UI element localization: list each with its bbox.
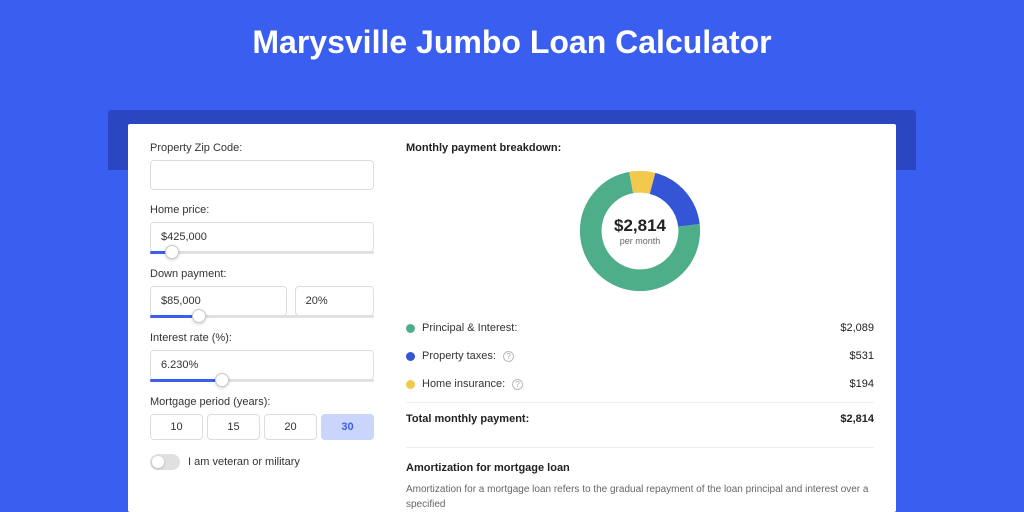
period-field-group: Mortgage period (years): 10152030: [150, 396, 374, 440]
period-label: Mortgage period (years):: [150, 396, 374, 408]
calculator-card: Property Zip Code: Home price: Down paym…: [128, 124, 896, 512]
down-payment-field-group: Down payment:: [150, 268, 374, 318]
interest-rate-slider-thumb[interactable]: [215, 373, 229, 387]
home-price-slider-thumb[interactable]: [165, 245, 179, 259]
home-price-label: Home price:: [150, 204, 374, 216]
donut-chart-wrap: $2,814 per month: [406, 166, 874, 296]
legend-dot: [406, 352, 415, 361]
legend-row: Home insurance:? $194: [406, 370, 874, 398]
info-icon[interactable]: ?: [503, 351, 514, 362]
zip-input[interactable]: [150, 160, 374, 190]
home-price-field-group: Home price:: [150, 204, 374, 254]
down-payment-input[interactable]: [150, 286, 287, 316]
donut-chart: $2,814 per month: [575, 166, 705, 296]
veteran-label: I am veteran or military: [188, 456, 300, 468]
down-payment-slider-thumb[interactable]: [192, 309, 206, 323]
info-icon[interactable]: ?: [512, 379, 523, 390]
interest-rate-field-group: Interest rate (%):: [150, 332, 374, 382]
amortization-text: Amortization for a mortgage loan refers …: [406, 482, 874, 512]
interest-rate-label: Interest rate (%):: [150, 332, 374, 344]
period-btn-15[interactable]: 15: [207, 414, 260, 440]
legend: Principal & Interest: $2,089 Property taxe…: [406, 314, 874, 398]
donut-sub: per month: [614, 236, 666, 246]
legend-dot: [406, 324, 415, 333]
total-label: Total monthly payment:: [406, 413, 529, 425]
interest-rate-input[interactable]: [150, 350, 374, 380]
zip-field-group: Property Zip Code:: [150, 142, 374, 190]
legend-label: Principal & Interest:: [422, 322, 517, 334]
amortization-title: Amortization for mortgage loan: [406, 462, 874, 474]
legend-value: $194: [850, 378, 874, 390]
period-btn-30[interactable]: 30: [321, 414, 374, 440]
veteran-toggle-row: I am veteran or military: [150, 454, 374, 470]
down-payment-pct-input[interactable]: [295, 286, 374, 316]
down-payment-label: Down payment:: [150, 268, 374, 280]
donut-amount: $2,814: [614, 216, 666, 236]
legend-row: Principal & Interest: $2,089: [406, 314, 874, 342]
legend-value: $2,089: [840, 322, 874, 334]
interest-rate-slider[interactable]: [150, 379, 374, 382]
down-payment-slider[interactable]: [150, 315, 374, 318]
veteran-toggle-knob: [152, 456, 164, 468]
amortization-section: Amortization for mortgage loan Amortizat…: [406, 447, 874, 512]
page-title: Marysville Jumbo Loan Calculator: [0, 0, 1024, 79]
total-row: Total monthly payment: $2,814: [406, 402, 874, 435]
total-value: $2,814: [840, 413, 874, 425]
legend-label: Property taxes:: [422, 350, 496, 362]
form-column: Property Zip Code: Home price: Down paym…: [128, 124, 396, 512]
home-price-slider[interactable]: [150, 251, 374, 254]
breakdown-column: Monthly payment breakdown: $2,814 per mo…: [396, 124, 896, 512]
donut-center: $2,814 per month: [614, 216, 666, 246]
period-buttons: 10152030: [150, 414, 374, 440]
period-btn-20[interactable]: 20: [264, 414, 317, 440]
zip-label: Property Zip Code:: [150, 142, 374, 154]
breakdown-title: Monthly payment breakdown:: [406, 142, 874, 154]
legend-label: Home insurance:: [422, 378, 505, 390]
period-btn-10[interactable]: 10: [150, 414, 203, 440]
home-price-input[interactable]: [150, 222, 374, 252]
legend-value: $531: [850, 350, 874, 362]
legend-row: Property taxes:? $531: [406, 342, 874, 370]
legend-dot: [406, 380, 415, 389]
veteran-toggle[interactable]: [150, 454, 180, 470]
